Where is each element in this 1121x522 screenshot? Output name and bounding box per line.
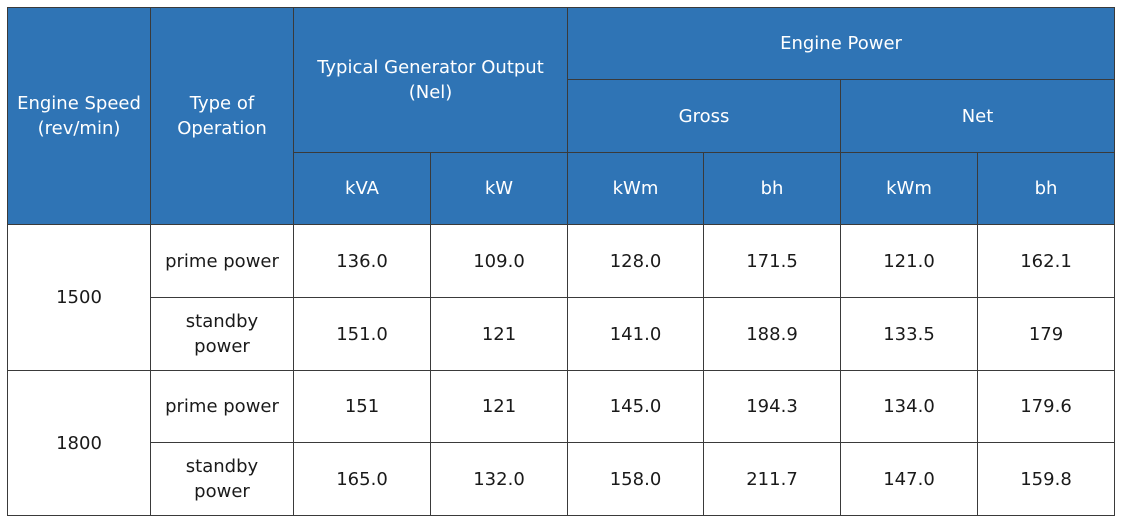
engine-speed-header: Engine Speed (rev/min) — [7, 7, 151, 225]
value-cell: 134.0 — [840, 370, 978, 443]
value-cell: 132.0 — [430, 442, 568, 516]
value-cell: 158.0 — [567, 442, 704, 516]
table-row: standby power 151.0 121 141.0 188.9 133.… — [8, 297, 1115, 371]
value-cell: 194.3 — [703, 370, 841, 443]
unit-header-gross-bh: bh — [703, 152, 841, 225]
value-cell: 121 — [430, 370, 568, 443]
gross-header: Gross — [567, 79, 841, 153]
operation-cell: standby power — [150, 297, 294, 371]
speed-cell: 1800 — [7, 370, 151, 516]
generator-output-header: Typical Generator Output (Nel) — [293, 7, 568, 153]
value-cell: 151 — [293, 370, 431, 443]
operation-cell: prime power — [150, 370, 294, 443]
value-cell: 151.0 — [293, 297, 431, 371]
value-cell: 171.5 — [703, 224, 841, 298]
speed-cell: 1500 — [7, 224, 151, 371]
value-cell: 147.0 — [840, 442, 978, 516]
value-cell: 179 — [977, 297, 1115, 371]
unit-header-net-bh: bh — [977, 152, 1115, 225]
table-row: 1500 prime power 136.0 109.0 128.0 171.5… — [7, 224, 1115, 371]
operation-cell: prime power — [150, 224, 294, 298]
net-header: Net — [840, 79, 1115, 153]
unit-header-gross-kwm: kWm — [567, 152, 704, 225]
table-body: 1500 prime power 136.0 109.0 128.0 171.5… — [7, 224, 1115, 516]
table-row: standby power 165.0 132.0 158.0 211.7 14… — [8, 442, 1115, 516]
value-cell: 179.6 — [977, 370, 1115, 443]
unit-header-net-kwm: kWm — [840, 152, 978, 225]
value-cell: 145.0 — [567, 370, 704, 443]
value-cell: 159.8 — [977, 442, 1115, 516]
value-cell: 141.0 — [567, 297, 704, 371]
engine-power-header: Engine Power — [567, 7, 1115, 80]
type-of-operation-header: Type of Operation — [150, 7, 294, 225]
value-cell: 136.0 — [293, 224, 431, 298]
unit-header-kva: kVA — [293, 152, 431, 225]
value-cell: 162.1 — [977, 224, 1115, 298]
value-cell: 211.7 — [703, 442, 841, 516]
value-cell: 128.0 — [567, 224, 704, 298]
engine-power-table: Engine Speed (rev/min) Type of Operation… — [7, 7, 1115, 516]
value-cell: 121 — [430, 297, 568, 371]
operation-cell: standby power — [150, 442, 294, 516]
value-cell: 121.0 — [840, 224, 978, 298]
table-row: 1800 prime power 151 121 145.0 194.3 134… — [7, 370, 1115, 516]
unit-header-kw: kW — [430, 152, 568, 225]
value-cell: 188.9 — [703, 297, 841, 371]
value-cell: 165.0 — [293, 442, 431, 516]
value-cell: 133.5 — [840, 297, 978, 371]
table-header: Engine Speed (rev/min) Type of Operation… — [7, 7, 1115, 225]
value-cell: 109.0 — [430, 224, 568, 298]
